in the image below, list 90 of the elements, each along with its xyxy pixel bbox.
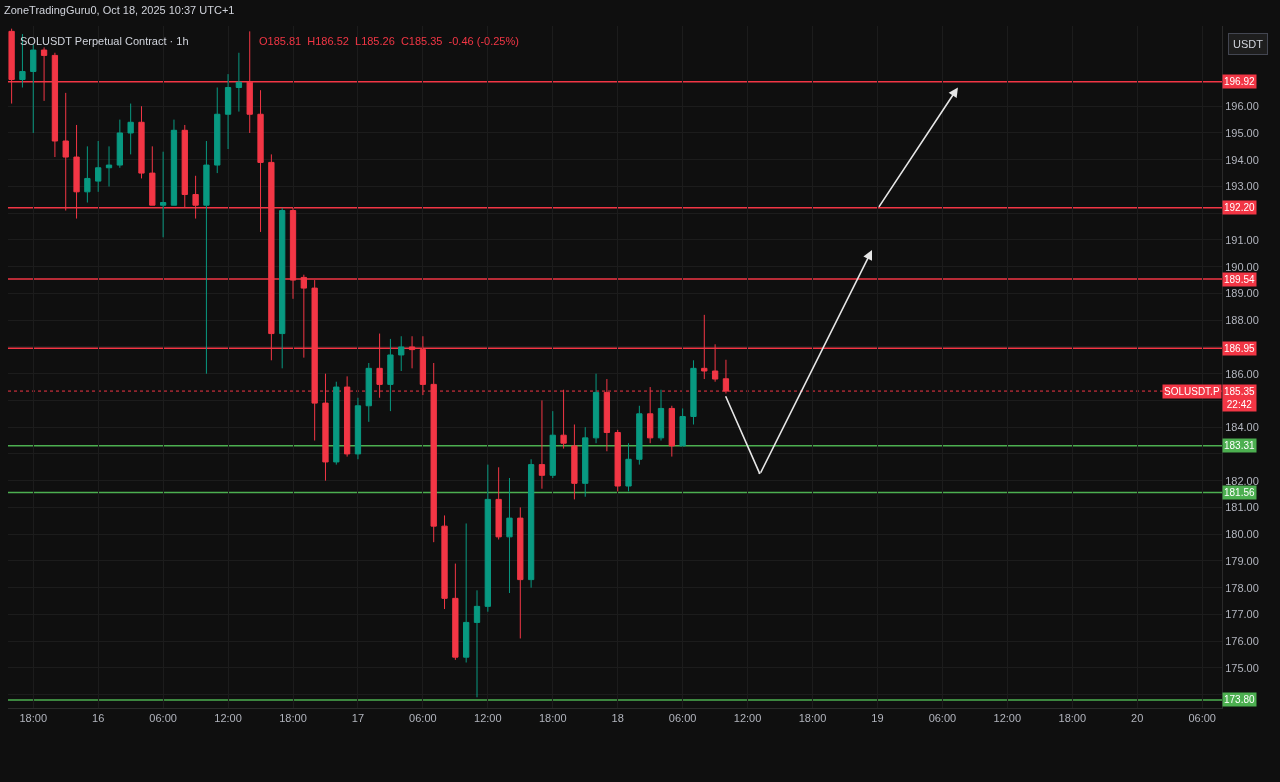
candlestick [95, 140, 102, 193]
y-tick-label: 181.00 [1225, 501, 1259, 514]
y-tick-label: 188.00 [1225, 314, 1259, 327]
candlestick [214, 87, 221, 174]
y-tick-label: 182.00 [1225, 474, 1259, 487]
ref-line-label: 196.92 [1224, 76, 1256, 87]
y-tick-label: 184.00 [1225, 421, 1259, 434]
ref-line-label: 173.80 [1224, 694, 1256, 705]
candlestick [549, 410, 556, 479]
y-tick-label: 178.00 [1225, 581, 1259, 594]
text: 22:42 [1226, 399, 1253, 410]
x-tick-label: 18:00 [279, 712, 307, 725]
candlestick [506, 477, 513, 594]
chart-title: ZoneTradingGuru0, Oct 18, 2025 10:37 UTC+1 [4, 4, 235, 16]
candlestick [170, 119, 178, 206]
x-tick-label: 12:00 [733, 712, 762, 725]
candlestick [203, 140, 210, 375]
candlestick [159, 151, 167, 238]
candlestick [668, 405, 675, 458]
y-tick-label: 194.00 [1225, 153, 1259, 166]
candlestick [679, 407, 686, 447]
x-tick-label: 17 [351, 712, 365, 725]
y-tick-label: 176.00 [1225, 634, 1259, 647]
x-tick-label: 12:00 [214, 712, 242, 725]
candlestick [636, 405, 643, 466]
candlestick [105, 145, 113, 187]
ref-line-label: 183.31 [1224, 440, 1256, 451]
y-tick-label: 177.00 [1225, 608, 1259, 621]
candlestick [463, 522, 470, 664]
candlestick [224, 73, 232, 150]
text: USDT [1233, 38, 1264, 50]
x-tick-label: 06:00 [409, 712, 437, 725]
candlestick [473, 589, 481, 698]
y-tick-label: 175.00 [1225, 661, 1259, 674]
y-tick-label: 186.00 [1225, 367, 1259, 380]
candlestick [571, 424, 578, 500]
candlestick [690, 359, 697, 425]
candlestick [279, 207, 286, 369]
x-tick-label: 18:00 [1058, 712, 1087, 725]
candlestick [452, 563, 459, 661]
x-tick-label: 06:00 [928, 712, 957, 725]
candlestick [441, 514, 448, 610]
candlestick [235, 52, 243, 113]
candlestick [365, 362, 372, 423]
candlestick [592, 373, 600, 444]
candlestick [84, 145, 91, 204]
candlestick [398, 335, 405, 372]
candlestick [614, 429, 621, 492]
candlestick [333, 381, 340, 466]
candlestick [538, 399, 546, 490]
x-tick-label: 12:00 [993, 712, 1022, 725]
x-tick-label: 19 [871, 712, 884, 725]
candlestick [116, 119, 123, 169]
annotation: O185.81 H186.52 L185.26 C185.35 -0.46 (-0.25%) [259, 35, 519, 47]
x-tick-label: 18:00 [798, 712, 827, 725]
candlestick [484, 464, 491, 613]
candlestick [354, 397, 362, 460]
y-tick-label: 193.00 [1225, 180, 1259, 193]
y-tick-label: 180.00 [1225, 528, 1259, 541]
candlestick [582, 426, 589, 498]
candlestick [138, 105, 145, 179]
x-tick-label: 06:00 [149, 712, 177, 725]
candlestick [527, 458, 535, 589]
x-tick-label: 12:00 [474, 712, 502, 725]
x-tick-label: 16 [92, 712, 105, 725]
x-tick-label: 06:00 [668, 712, 697, 725]
y-tick-label: 189.00 [1225, 287, 1259, 300]
x-tick-label: 20 [1131, 712, 1144, 725]
x-tick-label: 18:00 [539, 712, 567, 725]
y-tick-label: 195.00 [1225, 126, 1259, 139]
x-tick-label: 06:00 [1188, 712, 1216, 725]
candlestick [625, 442, 632, 492]
y-tick-label: 191.00 [1225, 233, 1259, 246]
candlestick [517, 506, 524, 639]
candlestick [657, 389, 665, 442]
candlestick [30, 44, 37, 134]
x-tick-label: 18:00 [19, 712, 48, 725]
candlestick [495, 466, 502, 541]
ref-line-label: 189.54 [1224, 274, 1256, 285]
y-tick-label: 196.00 [1225, 100, 1259, 113]
y-tick-label: 190.00 [1225, 260, 1259, 273]
ref-line-label: 185.35 [1224, 386, 1256, 397]
candlestick [387, 338, 394, 412]
x-tick-label: 18 [611, 712, 624, 725]
ref-line-label: 186.95 [1224, 343, 1256, 354]
ref-line-label: 192.20 [1224, 202, 1256, 213]
candlestick [127, 103, 134, 155]
y-tick-label: 179.00 [1225, 554, 1259, 567]
annotation: SOLUSDT.P [1164, 386, 1220, 397]
ref-line-label: 181.56 [1224, 487, 1256, 498]
